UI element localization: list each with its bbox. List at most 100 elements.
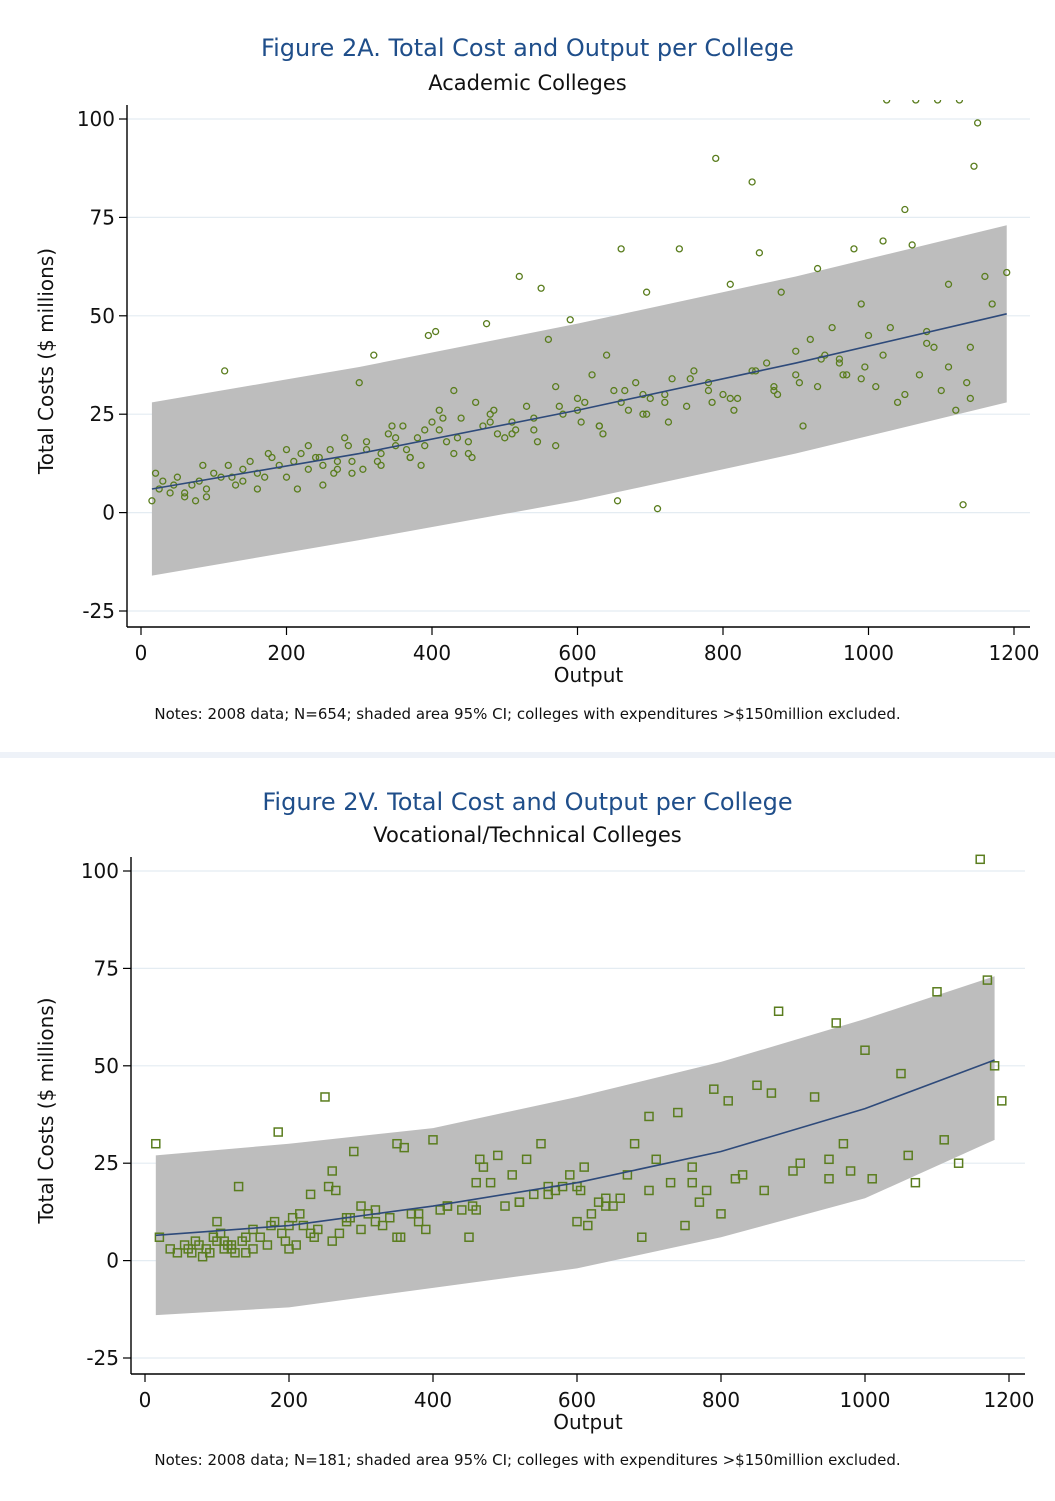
data-point <box>879 351 887 359</box>
data-point <box>348 457 356 466</box>
data-point <box>536 1138 546 1149</box>
data-point <box>901 205 909 214</box>
data-point <box>673 1107 683 1118</box>
data-point <box>839 371 847 379</box>
data-point <box>457 1205 467 1215</box>
data-point <box>226 1240 237 1250</box>
data-point <box>586 1209 597 1219</box>
data-point <box>385 1212 395 1223</box>
figure-2a-panel: Figure 2A. Total Cost and Output per Col… <box>0 0 1055 752</box>
y-tick-label: 50 <box>94 1054 119 1078</box>
data-point <box>773 390 782 399</box>
data-point <box>275 461 283 470</box>
data-point <box>583 1220 593 1231</box>
data-point <box>850 245 858 253</box>
data-point <box>530 426 538 434</box>
data-point <box>966 343 974 351</box>
data-point <box>521 1154 532 1165</box>
data-point <box>639 390 647 399</box>
data-point <box>861 363 869 371</box>
data-point <box>966 394 974 403</box>
data-point <box>221 367 229 375</box>
data-point <box>579 1162 589 1172</box>
data-point <box>599 430 607 438</box>
data-point <box>406 453 414 462</box>
data-point <box>544 335 553 344</box>
data-point <box>860 1045 870 1055</box>
data-point <box>356 1224 366 1235</box>
data-point <box>970 162 978 170</box>
data-point <box>712 154 720 163</box>
data-point <box>151 1138 161 1149</box>
data-point <box>843 371 851 379</box>
data-point <box>646 394 654 403</box>
data-point <box>799 422 807 430</box>
data-point <box>937 386 945 395</box>
data-point <box>930 343 938 351</box>
data-point <box>595 422 603 430</box>
data-point <box>932 987 942 997</box>
data-point <box>319 481 327 489</box>
data-point <box>629 1138 640 1149</box>
data-point <box>770 386 778 395</box>
data-point <box>377 449 385 458</box>
y-tick-label: 25 <box>94 1151 119 1175</box>
data-point <box>915 371 924 379</box>
data-point <box>572 1216 582 1227</box>
data-point <box>457 414 465 422</box>
data-point <box>399 1142 409 1153</box>
data-point <box>399 422 407 430</box>
data-point <box>644 1185 654 1196</box>
data-point <box>552 382 560 391</box>
data-point <box>512 426 520 434</box>
data-point <box>173 473 182 481</box>
figure-2v-panel: Figure 2V. Total Cost and Output per Col… <box>0 758 1055 1501</box>
data-point <box>356 1201 366 1211</box>
data-point <box>486 418 494 426</box>
data-point <box>792 371 800 379</box>
data-point <box>988 300 996 308</box>
data-point <box>231 481 240 489</box>
data-point <box>755 249 764 257</box>
data-point <box>333 457 342 466</box>
data-point <box>333 465 342 473</box>
data-point <box>212 1216 222 1227</box>
data-point <box>664 418 673 426</box>
data-point <box>665 1177 676 1188</box>
data-point <box>282 473 291 481</box>
y-tick-label: 0 <box>106 1249 119 1273</box>
data-point <box>377 461 385 470</box>
y-tick-label: -25 <box>86 1346 119 1370</box>
data-point <box>944 280 953 288</box>
data-point <box>515 272 523 281</box>
data-point <box>471 1177 481 1188</box>
data-point <box>557 1181 568 1192</box>
data-point <box>522 402 531 410</box>
data-point <box>668 375 676 383</box>
data-point <box>686 375 694 383</box>
data-point <box>428 1135 438 1145</box>
data-point <box>997 1096 1007 1106</box>
figure-subtitle: Vocational/Technical Colleges <box>373 823 682 847</box>
data-point <box>248 1244 258 1254</box>
data-point <box>989 1061 1000 1071</box>
data-point <box>180 493 189 501</box>
data-point <box>581 398 589 407</box>
data-point <box>413 1209 424 1219</box>
data-point <box>180 489 189 497</box>
data-point <box>642 288 651 296</box>
data-point <box>348 469 356 477</box>
data-point <box>291 1240 301 1250</box>
data-point <box>435 406 443 414</box>
data-point <box>886 323 894 332</box>
figure-title: Figure 2A. Total Cost and Output per Col… <box>261 34 794 62</box>
data-point <box>239 477 247 485</box>
data-point <box>370 1216 381 1227</box>
data-point <box>464 449 473 458</box>
data-point <box>253 485 262 493</box>
data-point <box>708 398 716 407</box>
data-point <box>723 1096 733 1106</box>
data-point <box>610 386 618 395</box>
